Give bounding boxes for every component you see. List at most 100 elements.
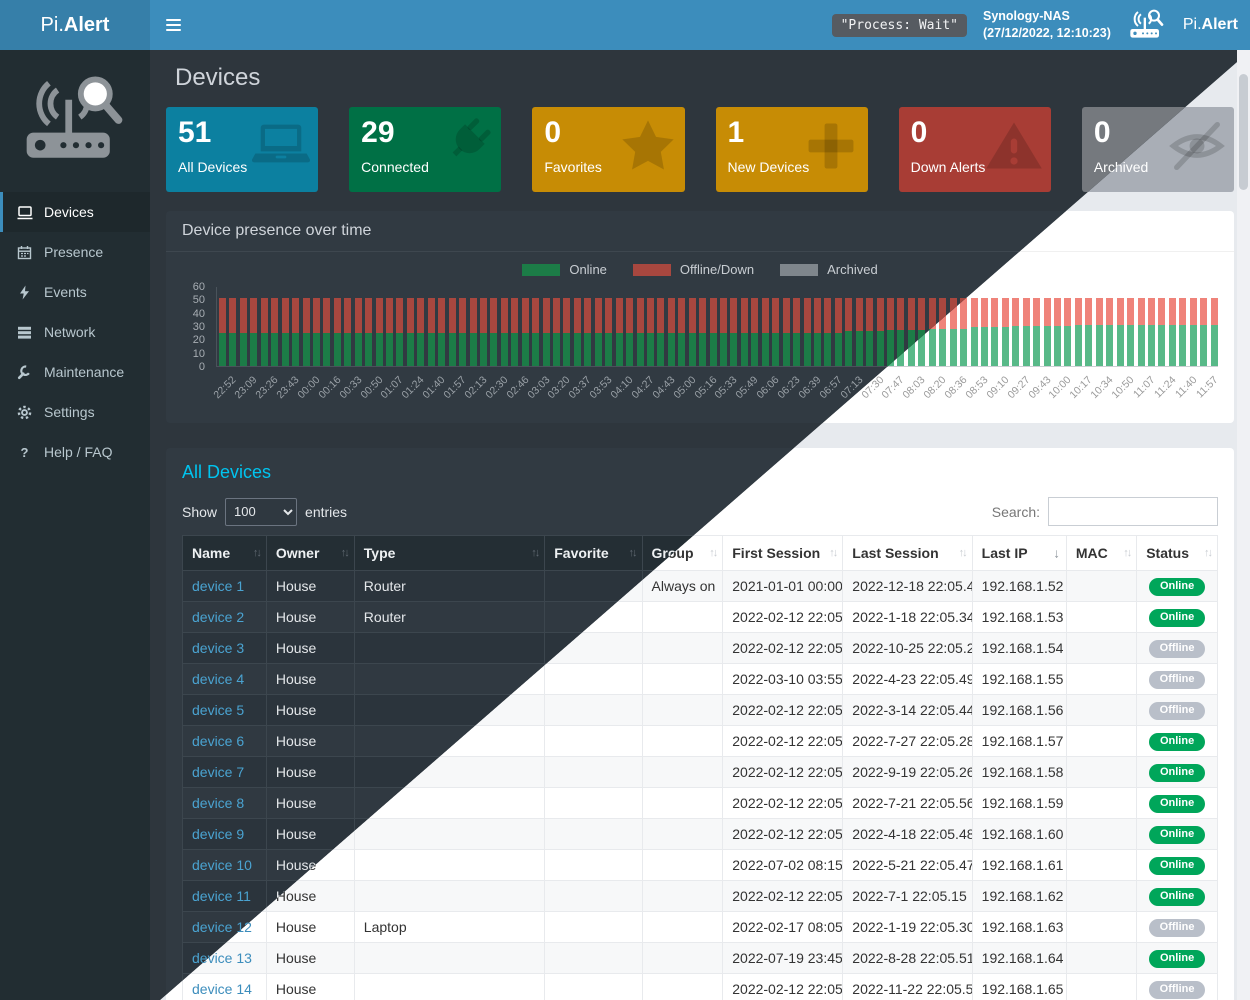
chart-bar: [417, 298, 425, 366]
status-badge: Online: [1149, 826, 1206, 844]
chart-bar: [751, 298, 759, 366]
wrench-icon: [16, 364, 33, 380]
chart-bar: [970, 298, 978, 366]
sidebar-item-settings[interactable]: Settings: [0, 392, 150, 432]
cell-last-ip: 192.168.1.52: [971, 570, 1067, 602]
column-header-owner[interactable]: Owner↑↓: [265, 535, 355, 571]
chart-bar: [678, 298, 686, 366]
column-header-favorite[interactable]: Favorite↑↓: [544, 535, 643, 571]
cell-mac: [1065, 663, 1138, 695]
chart-bar: [876, 298, 884, 366]
app-logo[interactable]: Pi.Alert: [0, 0, 150, 50]
status-badge: Online: [1149, 888, 1206, 906]
cell-favorite: [544, 973, 643, 1000]
sidebar-item-devices[interactable]: Devices: [0, 192, 150, 232]
column-header-name[interactable]: Name↑↓: [182, 535, 267, 571]
chart-bar: [1137, 298, 1145, 366]
chart-bar: [490, 298, 498, 366]
cell-mac: [1065, 849, 1138, 881]
chart-bar: [793, 298, 801, 366]
device-link[interactable]: device 3: [192, 640, 245, 656]
host-info: Synology-NAS (27/12/2022, 12:10:23): [983, 8, 1111, 42]
column-header-first-session[interactable]: First Session↑↓: [722, 535, 844, 571]
cell-mac: [1065, 787, 1138, 819]
chart-bar: [699, 298, 707, 366]
column-header-mac[interactable]: MAC↑↓: [1065, 535, 1138, 571]
card-favorites[interactable]: 0 Favorites: [532, 107, 685, 192]
chart-bar: [980, 298, 988, 366]
device-link[interactable]: device 1: [192, 578, 245, 594]
cell-mac: [1065, 601, 1138, 633]
chart-bar: [584, 298, 592, 366]
chart-bar: [532, 298, 540, 366]
device-link[interactable]: device 8: [192, 795, 245, 811]
status-badge: Online: [1149, 764, 1206, 782]
device-link[interactable]: device 14: [192, 981, 252, 997]
card-connected[interactable]: 29 Connected: [349, 107, 502, 192]
chart-bar: [521, 298, 529, 366]
cell-last-session: 2022-3-14 22:05.44: [842, 694, 973, 726]
legend-item-online[interactable]: Online: [522, 262, 607, 277]
device-link[interactable]: device 5: [192, 702, 245, 718]
card-all-devices[interactable]: 51 All Devices: [166, 107, 319, 192]
scrollbar[interactable]: [1237, 50, 1250, 1000]
chart-bar: [1168, 298, 1176, 366]
cell-type: [353, 880, 546, 912]
cell-last-session: 2022-10-25 22:05.23: [842, 632, 973, 664]
column-header-type[interactable]: Type↑↓: [353, 535, 546, 571]
cell-group: [641, 756, 724, 788]
legend-item-offline[interactable]: Offline/Down: [632, 262, 754, 277]
sidebar-item-events[interactable]: Events: [0, 272, 150, 312]
chart-bar: [688, 298, 696, 366]
cell-last-ip: 192.168.1.57: [971, 725, 1067, 757]
card-value: 51: [178, 116, 212, 149]
card-new-devices[interactable]: 1 New Devices: [715, 107, 868, 192]
column-header-last-ip[interactable]: Last IP↓: [971, 535, 1067, 571]
card-down-alerts[interactable]: 0 Down Alerts: [898, 107, 1051, 192]
column-header-status[interactable]: Status↑↓: [1136, 535, 1218, 571]
cell-mac: [1065, 880, 1138, 912]
scrollbar-thumb[interactable]: [1239, 74, 1248, 190]
legend-item-archived[interactable]: Archived: [780, 262, 878, 277]
device-link[interactable]: device 11: [192, 888, 251, 904]
cell-last-session: 2022-1-18 22:05.34: [842, 601, 973, 633]
device-link[interactable]: device 7: [192, 764, 245, 780]
cell-group: [641, 632, 724, 664]
device-link[interactable]: device 9: [192, 826, 245, 842]
host-datetime: (27/12/2022, 12:10:23): [983, 26, 1111, 40]
device-link[interactable]: device 6: [192, 733, 245, 749]
card-label: All Devices: [178, 159, 248, 175]
chart-bar: [354, 298, 362, 366]
device-link[interactable]: device 4: [192, 671, 245, 687]
sort-active-icon: ↓: [1053, 545, 1060, 561]
sidebar-item-presence[interactable]: Presence: [0, 232, 150, 272]
cell-mac: [1065, 818, 1138, 850]
sidebar-item-network[interactable]: Network: [0, 312, 150, 352]
sidebar-toggle-button[interactable]: [150, 0, 197, 50]
cell-owner: House: [265, 570, 355, 602]
card-value: 29: [361, 116, 395, 149]
chart-bar: [573, 298, 581, 366]
column-header-last-session[interactable]: Last Session↑↓: [842, 535, 973, 571]
device-link[interactable]: device 2: [192, 609, 245, 625]
chart-bar: [636, 298, 644, 366]
page-length-select[interactable]: 100: [225, 497, 298, 526]
chart-bar: [813, 298, 821, 366]
cell-owner: House: [265, 632, 355, 664]
chart-bar: [1189, 298, 1197, 366]
chart-bar: [887, 298, 894, 366]
sidebar-item-maintenance[interactable]: Maintenance: [0, 352, 150, 392]
status-badge: Offline: [1149, 702, 1206, 720]
sidebar-item-label: Maintenance: [44, 364, 125, 380]
chart-bar: [1064, 298, 1072, 366]
chart-bar: [448, 298, 456, 366]
sort-both-icon: ↑↓: [628, 547, 638, 559]
cell-type: [353, 849, 546, 881]
device-link[interactable]: device 12: [192, 919, 252, 935]
chart-bar: [229, 298, 237, 366]
sidebar-item-help[interactable]: ? Help / FAQ: [0, 432, 150, 472]
device-link[interactable]: device 10: [192, 857, 252, 873]
calendar-icon: [16, 244, 33, 260]
search-input[interactable]: [1048, 497, 1218, 526]
page-title: Devices: [175, 64, 261, 91]
